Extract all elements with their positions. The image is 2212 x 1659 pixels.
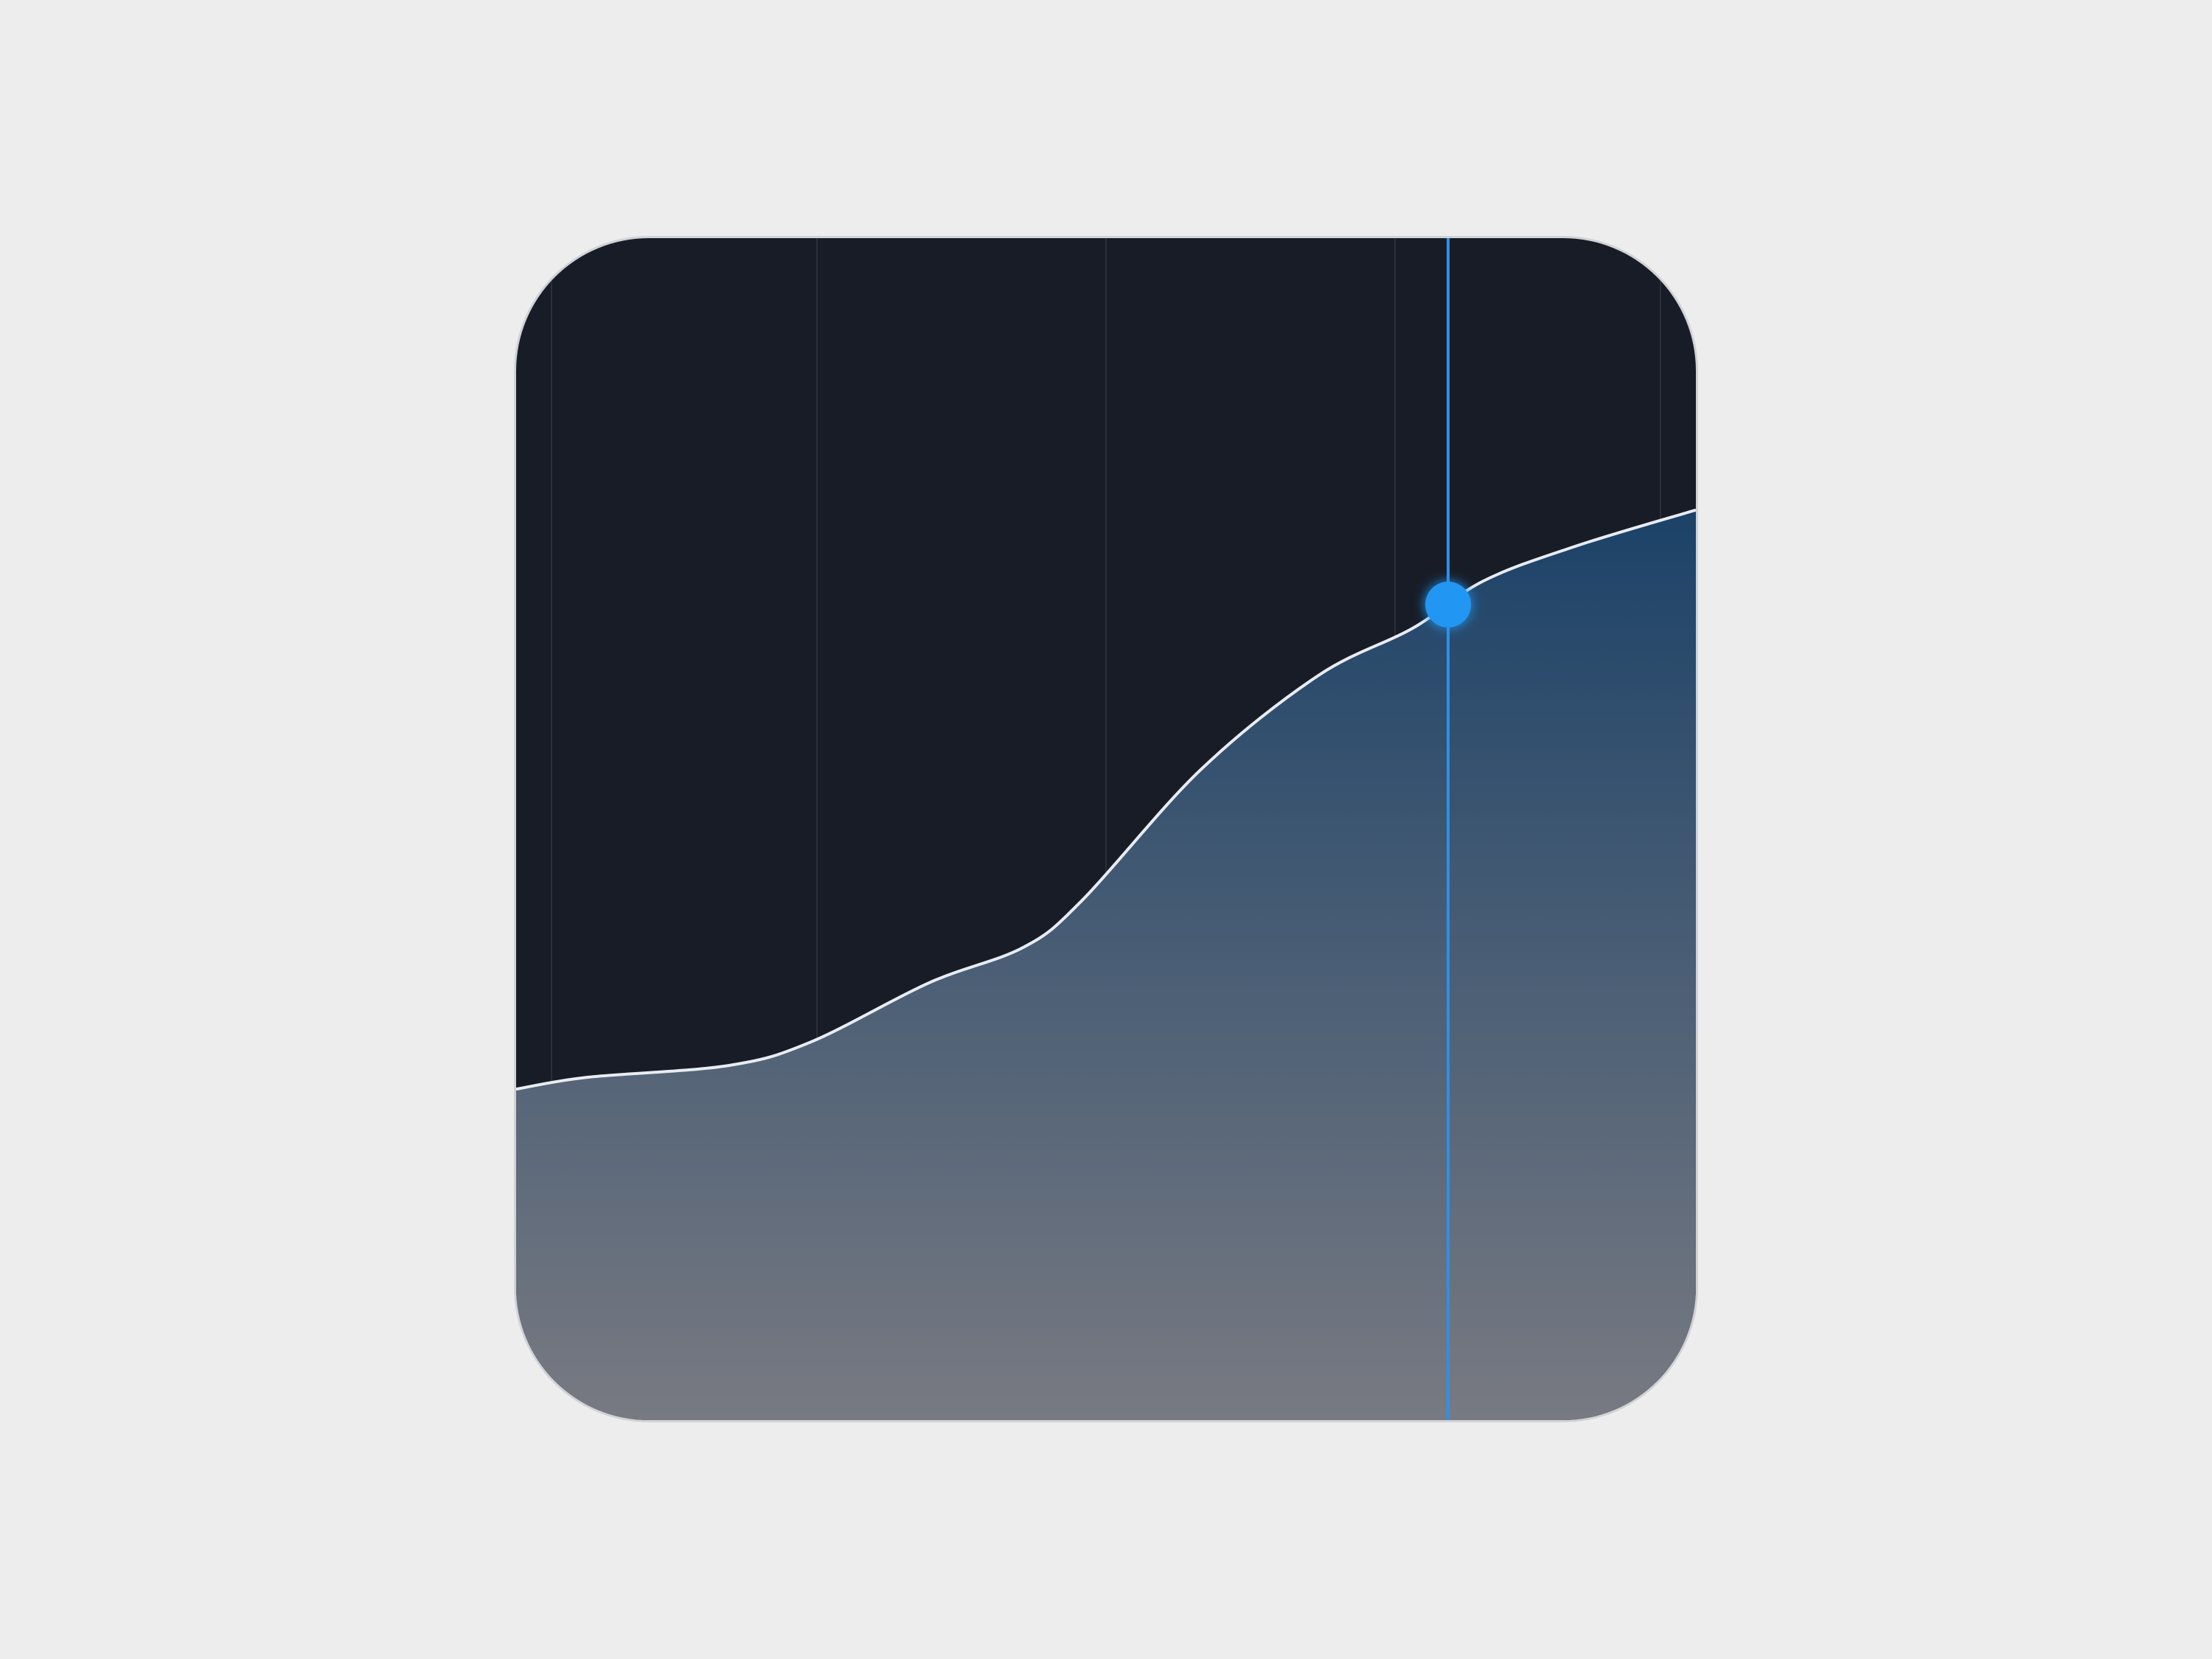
area-fill [516,509,1696,1420]
series-line [516,508,1696,1091]
area-chart[interactable] [516,238,1696,1420]
cursor-handle[interactable] [1425,581,1471,627]
chart-card[interactable] [516,238,1696,1420]
